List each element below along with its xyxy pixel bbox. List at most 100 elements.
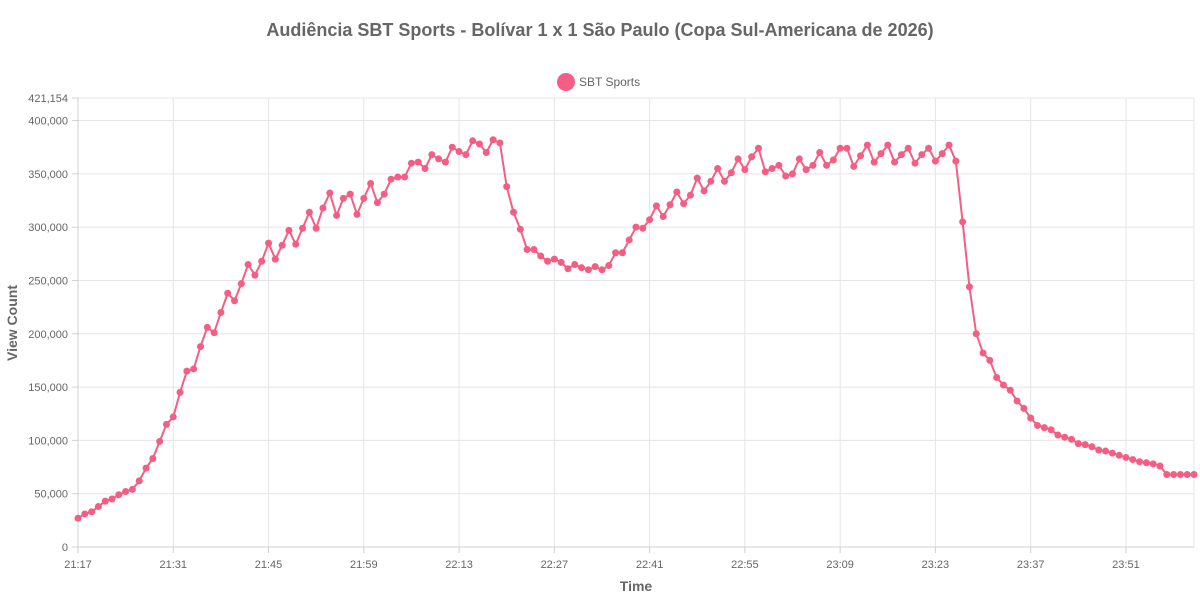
- data-point[interactable]: [88, 508, 96, 516]
- data-point[interactable]: [829, 156, 837, 164]
- data-point[interactable]: [353, 210, 361, 218]
- data-point[interactable]: [224, 289, 232, 297]
- data-point[interactable]: [210, 329, 218, 337]
- data-point[interactable]: [231, 297, 239, 305]
- data-point[interactable]: [1054, 431, 1062, 439]
- data-point[interactable]: [857, 152, 865, 160]
- data-point[interactable]: [1102, 447, 1110, 455]
- data-point[interactable]: [1183, 471, 1191, 478]
- data-point[interactable]: [598, 266, 606, 274]
- data-point[interactable]: [1163, 471, 1171, 478]
- data-point[interactable]: [618, 249, 626, 257]
- data-point[interactable]: [782, 172, 790, 180]
- data-point[interactable]: [591, 263, 599, 271]
- data-point[interactable]: [258, 257, 266, 265]
- data-point[interactable]: [802, 166, 810, 174]
- data-point[interactable]: [897, 151, 905, 159]
- data-point[interactable]: [1047, 426, 1055, 434]
- data-point[interactable]: [1027, 414, 1035, 422]
- data-point[interactable]: [237, 280, 245, 288]
- data-point[interactable]: [537, 252, 545, 260]
- data-point[interactable]: [394, 173, 402, 181]
- data-point[interactable]: [503, 183, 511, 191]
- data-point[interactable]: [972, 330, 980, 338]
- data-point[interactable]: [435, 155, 443, 163]
- data-point[interactable]: [965, 283, 973, 291]
- data-point[interactable]: [666, 201, 674, 209]
- data-point[interactable]: [1142, 459, 1150, 467]
- data-point[interactable]: [196, 343, 204, 351]
- data-point[interactable]: [1081, 441, 1089, 449]
- data-point[interactable]: [999, 381, 1007, 389]
- data-point[interactable]: [952, 157, 960, 165]
- data-point[interactable]: [169, 413, 177, 421]
- data-point[interactable]: [557, 258, 565, 266]
- data-point[interactable]: [993, 373, 1001, 381]
- data-point[interactable]: [1149, 460, 1157, 468]
- data-point[interactable]: [496, 139, 504, 147]
- data-point[interactable]: [401, 173, 409, 181]
- data-point[interactable]: [931, 157, 939, 165]
- data-point[interactable]: [94, 502, 102, 510]
- data-point[interactable]: [795, 155, 803, 163]
- data-point[interactable]: [639, 224, 647, 232]
- data-point[interactable]: [789, 170, 797, 178]
- data-point[interactable]: [714, 165, 722, 173]
- data-point[interactable]: [571, 260, 579, 268]
- data-point[interactable]: [299, 224, 307, 232]
- data-point[interactable]: [1020, 404, 1028, 412]
- data-point[interactable]: [673, 188, 681, 196]
- data-point[interactable]: [720, 177, 728, 185]
- data-point[interactable]: [1061, 433, 1069, 441]
- data-point[interactable]: [387, 175, 395, 183]
- data-point[interactable]: [530, 246, 538, 254]
- data-point[interactable]: [523, 246, 531, 254]
- data-point[interactable]: [373, 199, 381, 207]
- data-point[interactable]: [1136, 458, 1144, 466]
- data-point[interactable]: [292, 240, 300, 248]
- data-point[interactable]: [605, 262, 613, 270]
- data-point[interactable]: [156, 437, 164, 445]
- data-point[interactable]: [271, 255, 279, 263]
- data-point[interactable]: [1176, 471, 1184, 478]
- data-point[interactable]: [1074, 440, 1082, 448]
- data-point[interactable]: [1156, 462, 1164, 470]
- data-point[interactable]: [278, 241, 286, 249]
- data-point[interactable]: [265, 239, 273, 247]
- legend[interactable]: SBT Sports: [557, 73, 640, 91]
- data-point[interactable]: [333, 211, 341, 219]
- data-point[interactable]: [1013, 397, 1021, 405]
- data-point[interactable]: [686, 191, 694, 199]
- data-point[interactable]: [775, 161, 783, 169]
- data-point[interactable]: [475, 140, 483, 148]
- data-point[interactable]: [407, 159, 415, 167]
- data-point[interactable]: [217, 308, 225, 316]
- data-point[interactable]: [646, 216, 654, 224]
- data-point[interactable]: [1170, 471, 1178, 478]
- data-point[interactable]: [319, 204, 327, 212]
- data-point[interactable]: [578, 264, 586, 272]
- data-point[interactable]: [863, 141, 871, 149]
- data-point[interactable]: [142, 464, 150, 472]
- data-point[interactable]: [850, 162, 858, 170]
- data-point[interactable]: [469, 137, 477, 145]
- data-point[interactable]: [1033, 421, 1041, 429]
- data-point[interactable]: [1190, 471, 1198, 478]
- data-point[interactable]: [632, 223, 640, 231]
- data-point[interactable]: [700, 187, 708, 195]
- data-point[interactable]: [489, 136, 497, 144]
- data-point[interactable]: [843, 144, 851, 152]
- data-point[interactable]: [891, 158, 899, 166]
- data-point[interactable]: [115, 491, 123, 499]
- data-point[interactable]: [625, 236, 633, 244]
- data-point[interactable]: [441, 158, 449, 166]
- data-point[interactable]: [761, 168, 769, 176]
- data-point[interactable]: [414, 158, 422, 166]
- data-point[interactable]: [81, 510, 89, 518]
- data-point[interactable]: [380, 190, 388, 198]
- data-point[interactable]: [101, 497, 109, 505]
- data-point[interactable]: [108, 495, 116, 503]
- data-point[interactable]: [768, 165, 776, 173]
- data-point[interactable]: [544, 257, 552, 265]
- data-point[interactable]: [870, 158, 878, 166]
